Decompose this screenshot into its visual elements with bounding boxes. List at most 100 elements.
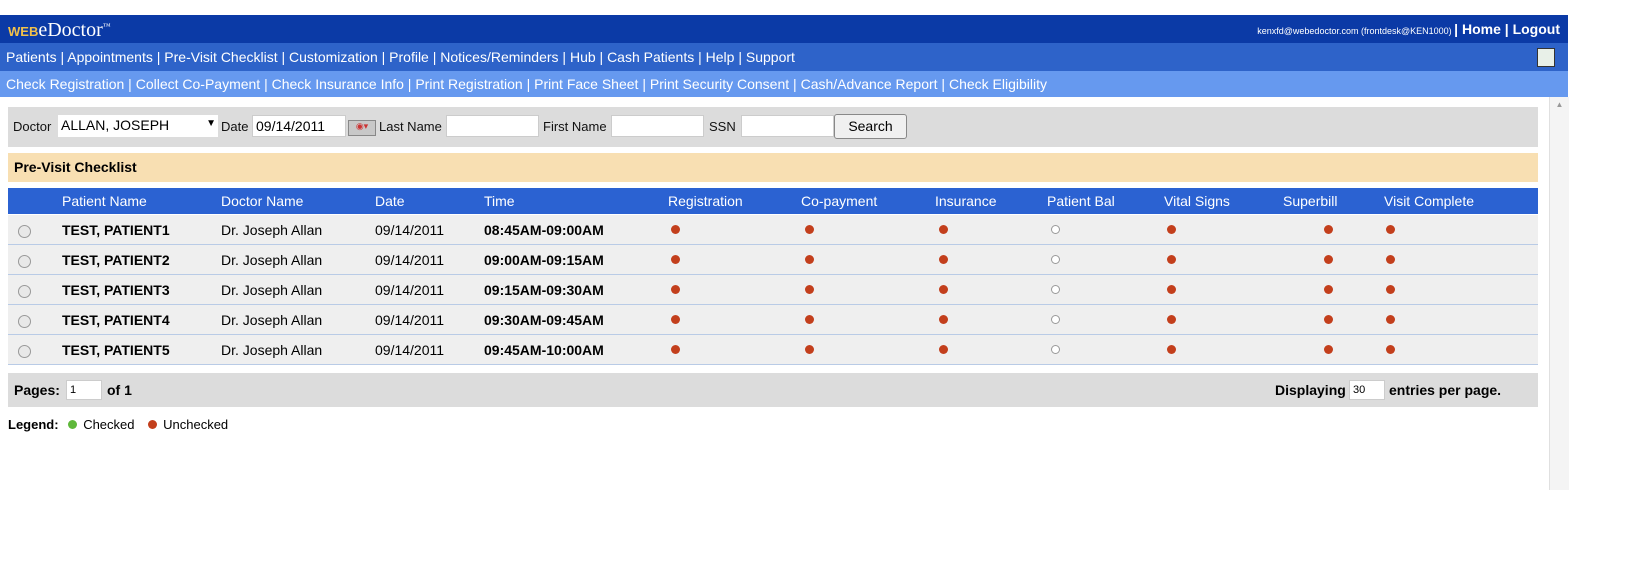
patient-name: TEST, PATIENT3 — [62, 282, 170, 298]
time: 09:15AM-09:30AM — [484, 282, 604, 298]
table-row[interactable]: TEST, PATIENT1 Dr. Joseph Allan 09/14/20… — [8, 215, 1538, 245]
status-unchecked-icon — [939, 255, 948, 264]
chevron-down-icon: ▼ — [206, 118, 216, 129]
sub-nav: Check Registration | Collect Co-Payment … — [0, 71, 1568, 97]
status-unchecked-icon — [1167, 345, 1176, 354]
status-unchecked-icon — [671, 345, 680, 354]
table-header: Patient Name Doctor Name Date Time Registrat… — [8, 188, 1538, 214]
nav-hub[interactable]: Hub — [569, 49, 596, 65]
subnav-print-face-sheet[interactable]: Print Face Sheet — [534, 76, 639, 92]
legend-label: Legend: — [8, 417, 59, 432]
subnav-collect-co-payment[interactable]: Collect Co-Payment — [135, 76, 261, 92]
calendar-icon[interactable]: ◉▾ — [348, 120, 376, 136]
per-page-input[interactable]: 30 — [1349, 380, 1385, 400]
subnav-check-registration[interactable]: Check Registration — [6, 76, 125, 92]
row-radio[interactable] — [18, 315, 31, 328]
column-header-vital-signs[interactable]: Vital Signs — [1164, 193, 1230, 209]
status-empty-icon — [1051, 285, 1060, 294]
nav-patients[interactable]: Patients — [6, 49, 57, 65]
status-unchecked-icon — [1386, 315, 1395, 324]
ssn-input[interactable] — [741, 115, 834, 137]
doctor-name: Dr. Joseph Allan — [221, 312, 323, 328]
page-input[interactable]: 1 — [66, 380, 102, 400]
status-empty-icon — [1051, 255, 1060, 264]
first-name-input[interactable] — [611, 115, 704, 137]
nav-help[interactable]: Help — [705, 49, 735, 65]
status-unchecked-icon — [1386, 345, 1395, 354]
user-info: kenxfd@webedoctor.com (frontdesk@KEN1000… — [1257, 21, 1560, 37]
date-label: Date — [221, 119, 249, 134]
unchecked-dot-icon — [148, 420, 158, 429]
status-unchecked-icon — [1324, 315, 1333, 324]
status-unchecked-icon — [805, 345, 814, 354]
column-header-co-payment[interactable]: Co-payment — [801, 193, 878, 209]
separator: | — [377, 49, 390, 65]
separator: | — [152, 49, 165, 65]
status-unchecked-icon — [671, 255, 680, 264]
table-row[interactable]: TEST, PATIENT4 Dr. Joseph Allan 09/14/20… — [8, 305, 1538, 335]
subnav-cash-advance-report[interactable]: Cash/Advance Report — [800, 76, 938, 92]
status-unchecked-icon — [1324, 345, 1333, 354]
table-row[interactable]: TEST, PATIENT5 Dr. Joseph Allan 09/14/20… — [8, 335, 1538, 365]
nav-customization[interactable]: Customization — [289, 49, 378, 65]
status-unchecked-icon — [1167, 285, 1176, 294]
subnav-print-security-consent[interactable]: Print Security Consent — [649, 76, 790, 92]
scrollbar[interactable]: ▲ — [1549, 97, 1569, 490]
scroll-up-icon[interactable]: ▲ — [1555, 100, 1564, 109]
last-name-input[interactable] — [446, 115, 539, 137]
home-link[interactable]: Home — [1461, 21, 1501, 37]
row-radio[interactable] — [18, 345, 31, 358]
last-name-label: Last Name — [379, 119, 442, 134]
status-empty-icon — [1051, 225, 1060, 234]
column-header-patient-name[interactable]: Patient Name — [62, 193, 147, 209]
time: 09:45AM-10:00AM — [484, 342, 604, 358]
table-row[interactable]: TEST, PATIENT2 Dr. Joseph Allan 09/14/20… — [8, 245, 1538, 275]
column-header-date[interactable]: Date — [375, 193, 405, 209]
column-header-insurance[interactable]: Insurance — [935, 193, 997, 209]
row-radio[interactable] — [18, 255, 31, 268]
subnav-check-eligibility[interactable]: Check Eligibility — [948, 76, 1048, 92]
patient-name: TEST, PATIENT4 — [62, 312, 170, 328]
column-header-superbill[interactable]: Superbill — [1283, 193, 1338, 209]
patient-name: TEST, PATIENT5 — [62, 342, 170, 358]
home-icon[interactable] — [1537, 48, 1555, 67]
status-unchecked-icon — [805, 285, 814, 294]
separator: | — [595, 49, 608, 65]
column-header-patient-bal[interactable]: Patient Bal — [1047, 193, 1115, 209]
table-row[interactable]: TEST, PATIENT3 Dr. Joseph Allan 09/14/20… — [8, 275, 1538, 305]
subnav-check-insurance-info[interactable]: Check Insurance Info — [271, 76, 404, 92]
nav-pre-visit-checklist[interactable]: Pre-Visit Checklist — [164, 49, 278, 65]
doctor-name: Dr. Joseph Allan — [221, 282, 323, 298]
section-title: Pre-Visit Checklist — [8, 153, 1538, 182]
column-header-visit-complete[interactable]: Visit Complete — [1384, 193, 1475, 209]
status-unchecked-icon — [1167, 315, 1176, 324]
nav-profile[interactable]: Profile — [389, 49, 429, 65]
separator: | — [56, 49, 68, 65]
date: 09/14/2011 — [375, 312, 445, 328]
separator: | — [522, 76, 535, 92]
separator: | — [638, 76, 650, 92]
logout-link[interactable]: Logout — [1512, 21, 1560, 37]
column-header-doctor-name[interactable]: Doctor Name — [221, 193, 304, 209]
column-header-time[interactable]: Time — [484, 193, 515, 209]
doctor-select[interactable]: ALLAN, JOSEPH ▼ — [58, 115, 218, 137]
nav-appointments[interactable]: Appointments — [67, 49, 153, 65]
nav-cash-patients[interactable]: Cash Patients — [607, 49, 695, 65]
status-unchecked-icon — [1324, 285, 1333, 294]
search-button[interactable]: Search — [834, 114, 907, 139]
nav-notices-reminders[interactable]: Notices/Reminders — [440, 49, 559, 65]
nav-support[interactable]: Support — [745, 49, 795, 65]
separator: | — [937, 76, 949, 92]
legend-unchecked: Unchecked — [163, 417, 229, 432]
row-radio[interactable] — [18, 225, 31, 238]
date-input[interactable]: 09/14/2011 — [252, 115, 346, 137]
status-unchecked-icon — [939, 285, 948, 294]
row-radio[interactable] — [18, 285, 31, 298]
pages-label: Pages: — [14, 382, 60, 398]
separator: | — [789, 76, 801, 92]
status-unchecked-icon — [1386, 225, 1395, 234]
column-header-registration[interactable]: Registration — [668, 193, 743, 209]
separator: | — [403, 76, 416, 92]
subnav-print-registration[interactable]: Print Registration — [415, 76, 523, 92]
status-unchecked-icon — [671, 285, 680, 294]
